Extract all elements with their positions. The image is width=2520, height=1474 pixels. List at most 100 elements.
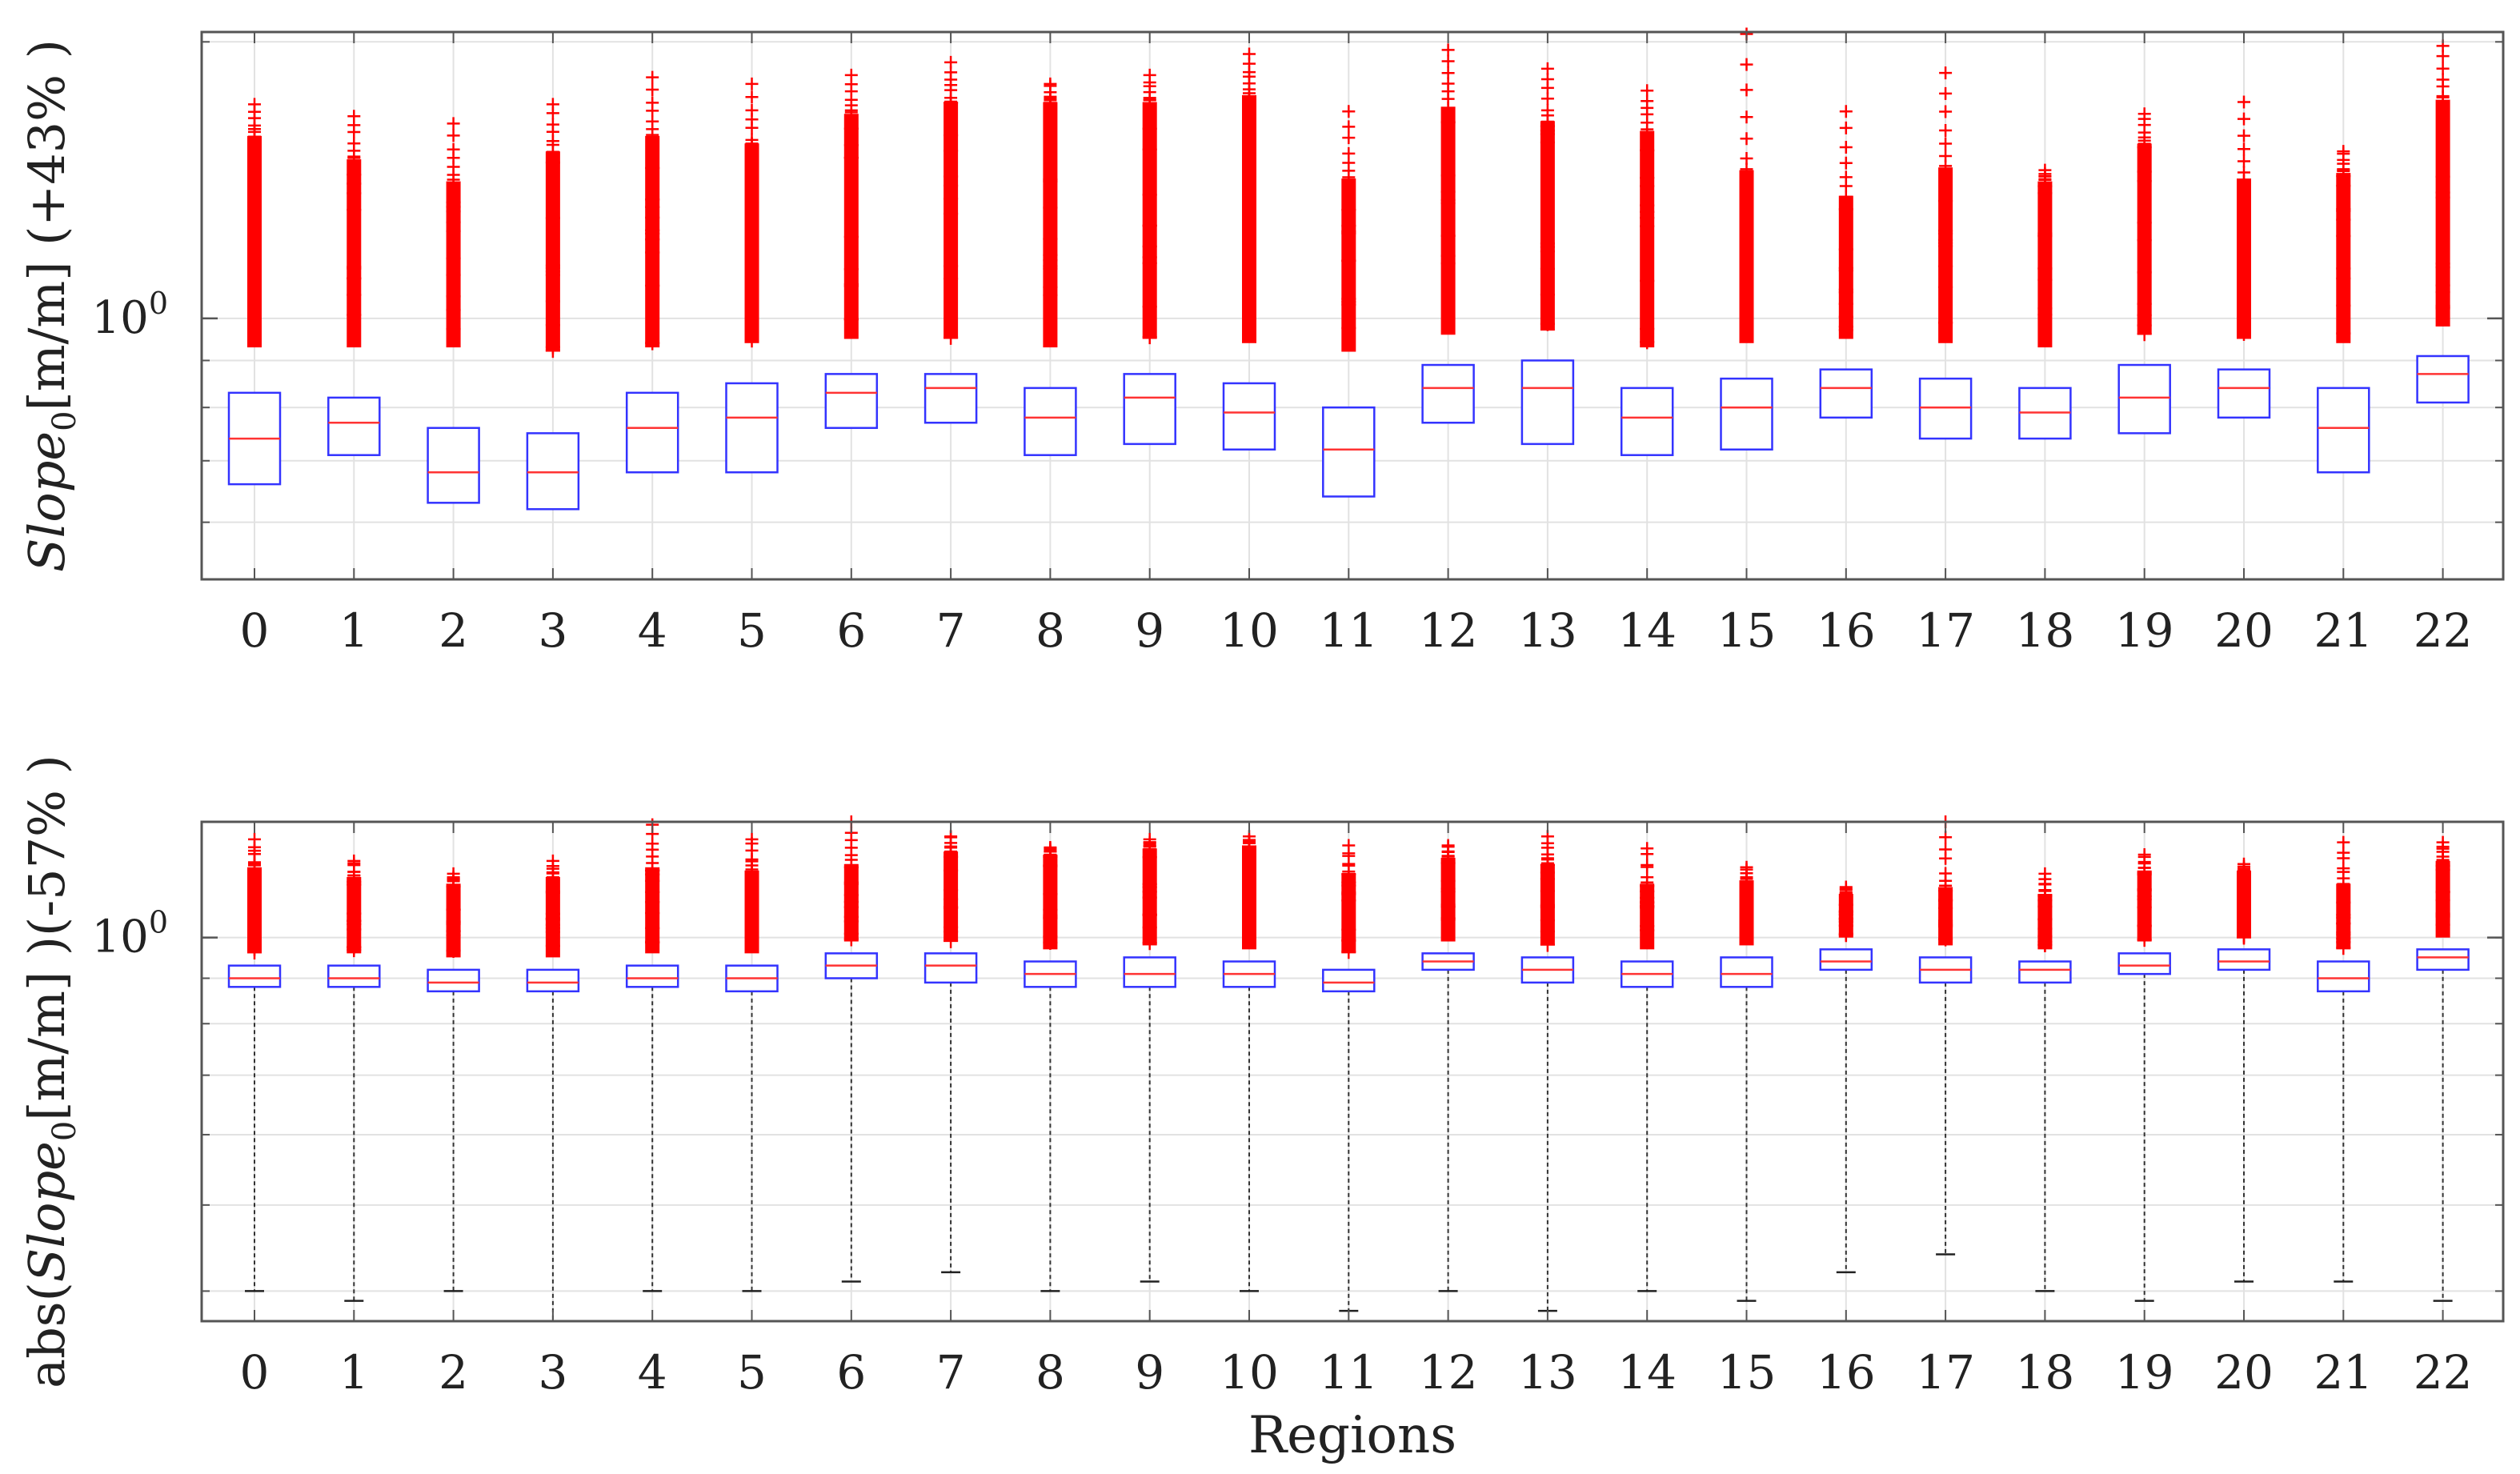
- outlier-marker: [2237, 257, 2251, 272]
- x-tick-label: 21: [2314, 1345, 2373, 1400]
- outlier-marker: [745, 77, 759, 90]
- x-tick-label: 16: [1817, 603, 1876, 658]
- outlier-marker: [347, 137, 361, 150]
- outlier-marker: [447, 117, 460, 130]
- outlier-marker: [1043, 279, 1058, 294]
- top-tick-marks: [202, 32, 2503, 579]
- box-region-17: [1918, 815, 1973, 1256]
- outlier-marker: [1044, 77, 1057, 90]
- outlier-marker: [1640, 334, 1655, 350]
- outlier-marker: [843, 150, 859, 166]
- outlier-marker: [1540, 261, 1555, 276]
- bottom-tick-marks: [202, 822, 2503, 1321]
- outlier-marker: [446, 879, 461, 894]
- outlier-marker: [447, 129, 460, 142]
- box-region-8: [1024, 841, 1077, 1292]
- box-region-16: [1819, 880, 1873, 1274]
- outlier-marker: [1143, 832, 1156, 846]
- outlier-marker: [844, 68, 858, 82]
- outlier-marker: [347, 259, 362, 274]
- outlier-marker: [943, 883, 959, 898]
- outlier-marker: [744, 867, 759, 882]
- outlier-marker: [744, 929, 759, 944]
- outlier-marker: [1341, 226, 1356, 241]
- iqr-box: [2018, 960, 2072, 984]
- box-region-12: [1421, 43, 1475, 424]
- outlier-marker: [1739, 927, 1754, 943]
- iqr-box: [2117, 363, 2171, 435]
- box-region-19: [2117, 107, 2171, 435]
- box-region-5: [725, 832, 779, 1292]
- outlier-marker: [2337, 145, 2350, 158]
- bottom-axes-frame: [200, 820, 2505, 1323]
- outlier-marker: [446, 902, 461, 917]
- x-tick-label: 3: [538, 603, 567, 658]
- outlier-marker: [1441, 43, 1455, 57]
- outlier-marker: [843, 859, 859, 875]
- box-region-14: [1620, 842, 1674, 1292]
- x-tick-label: 9: [1135, 1345, 1164, 1400]
- outlier-marker: [843, 278, 859, 294]
- box-region-21: [2317, 145, 2370, 474]
- outlier-marker: [1739, 906, 1754, 921]
- top-y-tick-labels: 100: [92, 286, 168, 344]
- box-region-10: [1222, 47, 1276, 451]
- outlier-marker: [943, 143, 959, 158]
- outlier-marker: [1142, 884, 1157, 899]
- outlier-marker: [1540, 883, 1555, 899]
- outlier-marker: [645, 934, 660, 949]
- x-tick-label: 13: [1518, 1345, 1577, 1400]
- iqr-box: [2317, 960, 2370, 993]
- outlier-marker: [1739, 202, 1754, 217]
- outlier-marker: [2137, 140, 2152, 155]
- box-region-2: [427, 867, 480, 1292]
- outlier-marker: [1043, 172, 1058, 187]
- outlier-marker: [1540, 62, 1554, 75]
- box-region-10: [1222, 830, 1276, 1292]
- outlier-marker: [1641, 842, 1654, 855]
- outlier-marker: [1142, 239, 1157, 254]
- outlier-marker: [1142, 218, 1157, 233]
- outlier-marker: [2037, 893, 2053, 908]
- outlier-marker: [1142, 187, 1157, 202]
- outlier-marker: [1938, 315, 1953, 330]
- outlier-marker: [744, 279, 759, 294]
- x-tick-label: 8: [1036, 603, 1065, 658]
- outlier-marker: [446, 289, 461, 304]
- outlier-marker: [1838, 926, 1853, 941]
- outlier-cluster: [843, 114, 859, 339]
- outlier-marker: [1939, 105, 1953, 118]
- x-tick-label: 13: [1518, 603, 1577, 658]
- x-tick-label: 4: [638, 1345, 667, 1400]
- outlier-marker: [1938, 892, 1953, 907]
- x-tick-label: 19: [2115, 603, 2174, 658]
- outlier-marker: [1939, 66, 1953, 80]
- x-tick-label: 18: [2015, 1345, 2074, 1400]
- outlier-marker: [843, 262, 859, 277]
- outlier-marker: [1540, 899, 1555, 914]
- outlier-marker: [646, 96, 659, 110]
- box-region-18: [2018, 163, 2072, 440]
- iqr-box: [1222, 382, 1276, 451]
- outlier-marker: [2038, 163, 2052, 177]
- outlier-marker: [1640, 218, 1655, 234]
- outlier-marker: [1341, 867, 1356, 882]
- outlier-marker: [2238, 95, 2250, 109]
- outlier-marker: [1838, 261, 1853, 276]
- outlier-marker: [347, 906, 362, 921]
- x-tick-label: 14: [1617, 603, 1677, 658]
- outlier-marker: [1640, 321, 1655, 336]
- outlier-marker: [744, 256, 759, 271]
- iqr-box: [625, 964, 679, 988]
- outlier-marker: [1939, 867, 1953, 880]
- outlier-marker: [1342, 146, 1356, 160]
- outlier-marker: [446, 322, 461, 337]
- outlier-marker: [1441, 839, 1455, 852]
- outlier-marker: [2336, 270, 2351, 286]
- outlier-marker: [2037, 178, 2053, 194]
- outlier-marker: [2435, 169, 2450, 184]
- outlier-marker: [2336, 212, 2351, 227]
- outlier-marker: [943, 924, 959, 939]
- x-tick-label: 1: [339, 1345, 369, 1400]
- box-region-5: [725, 77, 779, 474]
